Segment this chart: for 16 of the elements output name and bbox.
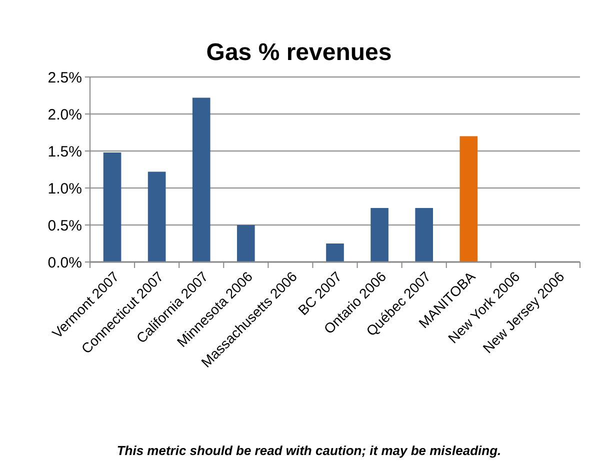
text: This metric should be read with caution; it may be misleading.: [116, 443, 502, 458]
bar: [460, 136, 478, 262]
bar: [237, 225, 255, 262]
y-tick-label: 2.0%: [48, 106, 82, 124]
y-tick-label: 2.5%: [48, 69, 82, 86]
y-tick-label: 1.5%: [48, 143, 82, 160]
bar: [370, 208, 388, 262]
bar: [103, 152, 122, 262]
bar: [148, 172, 166, 262]
y-tick-label: 1.0%: [48, 180, 82, 198]
y-tick-label: 0.5%: [48, 217, 82, 234]
bar: [192, 98, 210, 262]
chart-title: Gas % revenues: [206, 39, 392, 66]
bar: [326, 244, 344, 262]
bar: [415, 208, 433, 262]
y-tick-label: 0.0%: [48, 254, 82, 272]
